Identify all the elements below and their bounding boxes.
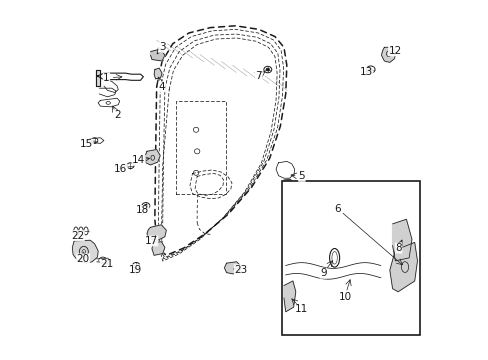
Text: 9: 9: [320, 268, 326, 278]
Text: 7: 7: [255, 71, 262, 81]
Polygon shape: [389, 242, 417, 292]
Text: 18: 18: [135, 206, 149, 216]
Text: 20: 20: [77, 254, 89, 264]
Polygon shape: [144, 149, 160, 165]
Text: 21: 21: [100, 259, 113, 269]
Text: 11: 11: [295, 304, 308, 314]
Bar: [282, 181, 419, 335]
Polygon shape: [381, 47, 395, 62]
Text: 15: 15: [80, 139, 93, 149]
Polygon shape: [147, 225, 166, 240]
Polygon shape: [392, 219, 411, 261]
Ellipse shape: [368, 68, 372, 71]
Text: 4: 4: [159, 82, 165, 92]
Polygon shape: [96, 69, 100, 86]
Text: 8: 8: [395, 243, 401, 253]
Polygon shape: [224, 262, 241, 274]
Text: 19: 19: [128, 265, 142, 275]
Text: 12: 12: [387, 46, 401, 56]
Text: 6: 6: [334, 204, 340, 214]
Text: 2: 2: [114, 111, 120, 121]
Ellipse shape: [265, 68, 269, 71]
Text: 14: 14: [132, 155, 145, 165]
Text: 5: 5: [298, 171, 305, 181]
Text: 13: 13: [359, 67, 372, 77]
Polygon shape: [150, 49, 164, 61]
Ellipse shape: [144, 204, 147, 207]
Polygon shape: [154, 68, 162, 79]
Text: 3: 3: [159, 42, 165, 52]
Polygon shape: [284, 281, 295, 312]
Text: 1: 1: [103, 73, 109, 83]
Text: 16: 16: [114, 164, 127, 174]
Polygon shape: [152, 242, 164, 255]
Text: 17: 17: [144, 236, 158, 246]
Text: 22: 22: [71, 231, 84, 240]
Polygon shape: [72, 240, 98, 263]
Text: 23: 23: [234, 265, 247, 275]
Text: 10: 10: [338, 292, 351, 302]
Polygon shape: [284, 179, 293, 191]
